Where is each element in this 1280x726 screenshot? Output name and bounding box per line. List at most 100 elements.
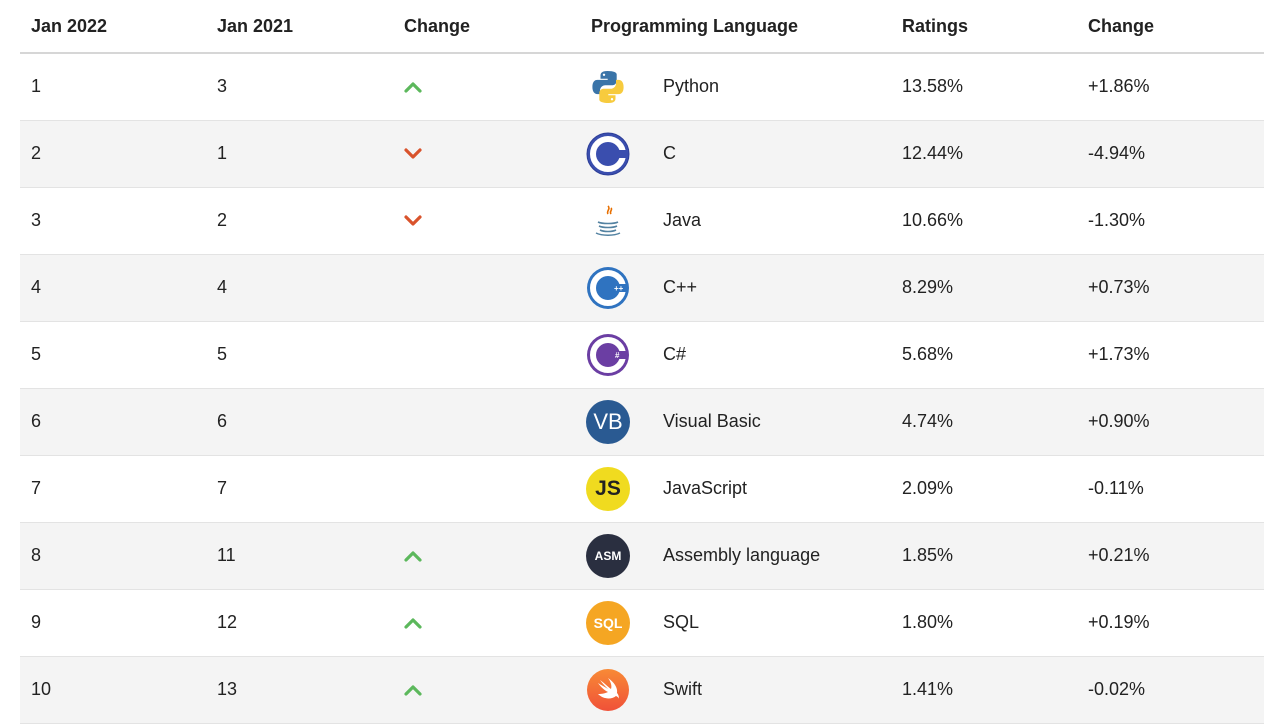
rank-2022-cell: 9 [20,589,206,657]
sql-logo-icon: SQL [586,600,630,645]
swift-logo-icon [586,668,630,712]
rank-2021-cell: 6 [206,388,393,456]
rank-2022-cell: 10 [20,656,206,724]
rating-change-cell: -4.94% [1077,120,1264,188]
table-row[interactable]: 3 2 Java 10.66% -1.30% [20,187,1264,255]
language-name[interactable]: Python [663,76,720,97]
rank-2021-cell: 7 [206,455,393,523]
table-header-row: Jan 2022 Jan 2021 Change Programming Lan… [20,0,1264,54]
rating-cell: 5.68% [891,321,1077,389]
rank-2021-cell: 2 [206,187,393,255]
logo-label: ASM [594,548,622,563]
rating-change-cell: +1.73% [1077,321,1264,389]
rank-2021-cell: 13 [206,656,393,724]
language-cell: JS JavaScript [580,455,891,523]
trend-down-icon [404,147,580,160]
language-cell: SQL SQL [580,589,891,657]
rating-change-cell: -0.02% [1077,656,1264,724]
table-row[interactable]: 2 1 C 12.44% -4.94% [20,120,1264,188]
svg-text:#: # [615,351,620,360]
column-header-language[interactable]: Programming Language [580,0,891,54]
rating-cell: 13.58% [891,53,1077,121]
language-cell: # C# [580,321,891,389]
trend-cell [393,455,580,523]
language-name[interactable]: C [663,143,676,163]
trend-cell [393,254,580,322]
trend-cell [393,656,580,724]
c-logo-icon [586,132,630,176]
column-header-change[interactable]: Change [393,0,580,54]
language-name[interactable]: Visual Basic [663,411,761,431]
language-name[interactable]: SQL [663,612,700,632]
trend-cell [393,187,580,255]
rank-2021-cell: 5 [206,321,393,389]
language-cell: Swift [580,656,891,724]
rank-2022-cell: 6 [20,388,206,456]
trend-up-icon [404,81,580,93]
table-row[interactable]: 4 4 ++ C++ 8.29% +0.73% [20,254,1264,322]
table-row[interactable]: 7 7 JS JavaScript 2.09% -0.11% [20,455,1264,523]
table-row[interactable]: 1 3 Python 13.58% +1.86% [20,53,1264,121]
rating-cell: 2.09% [891,455,1077,523]
rank-2021-cell: 4 [206,254,393,322]
rank-2022-cell: 8 [20,522,206,590]
language-cell: ASM Assembly language [580,522,891,590]
rating-change-cell: +0.73% [1077,254,1264,322]
trend-up-icon [404,550,580,562]
table-row[interactable]: 9 12 SQL SQL 1.80% +0.19% [20,589,1264,657]
language-cell: Python [580,53,891,121]
language-name[interactable]: C# [663,344,687,364]
trend-cell [393,388,580,456]
language-cell: Java [580,187,891,255]
language-name[interactable]: Assembly language [663,545,821,565]
rank-2021-cell: 11 [206,522,393,590]
column-header-jan-2021[interactable]: Jan 2021 [206,0,393,54]
java-logo-icon [586,199,630,243]
rating-cell: 8.29% [891,254,1077,322]
trend-cell [393,589,580,657]
rating-change-cell: +0.19% [1077,589,1264,657]
trend-cell [393,53,580,121]
table-row[interactable]: 5 5 # C# 5.68% +1.73% [20,321,1264,389]
rank-2022-cell: 2 [20,120,206,188]
rating-cell: 12.44% [891,120,1077,188]
rating-cell: 4.74% [891,388,1077,456]
rating-change-cell: -0.11% [1077,455,1264,523]
column-header-ratings[interactable]: Ratings [891,0,1077,54]
rating-cell: 1.85% [891,522,1077,590]
rank-2022-cell: 4 [20,254,206,322]
trend-cell [393,522,580,590]
cpp-logo-icon: ++ [586,266,630,310]
column-header-jan-2022[interactable]: Jan 2022 [20,0,206,54]
rating-change-cell: +1.86% [1077,53,1264,121]
python-logo-icon [586,65,630,109]
language-cell: C [580,120,891,188]
rating-change-cell: +0.21% [1077,522,1264,590]
visual-basic-logo-icon: VB [586,399,630,444]
trend-down-icon [404,214,580,227]
rating-cell: 1.80% [891,589,1077,657]
trend-cell [393,120,580,188]
trend-cell [393,321,580,389]
language-cell: ++ C++ [580,254,891,322]
rank-2021-cell: 1 [206,120,393,188]
rating-change-cell: +0.90% [1077,388,1264,456]
rank-2022-cell: 7 [20,455,206,523]
language-name[interactable]: Swift [663,679,703,699]
table-row[interactable]: 8 11 ASM Assembly language 1.85% +0.21% [20,522,1264,590]
rating-change-cell: -1.30% [1077,187,1264,255]
logo-label: SQL [593,614,623,631]
table-row[interactable]: 10 13 Swift 1.41% -0.02% [20,656,1264,724]
logo-label: VB [593,408,623,434]
column-header-rating-change[interactable]: Change [1077,0,1264,54]
assembly-logo-icon: ASM [586,533,630,578]
javascript-logo-icon: JS [586,466,630,511]
rank-2021-cell: 3 [206,53,393,121]
language-name[interactable]: C++ [663,277,698,297]
language-name[interactable]: JavaScript [663,478,748,498]
table-row[interactable]: 6 6 VB Visual Basic 4.74% +0.90% [20,388,1264,456]
rating-cell: 10.66% [891,187,1077,255]
language-name[interactable]: Java [663,210,702,230]
rank-2021-cell: 12 [206,589,393,657]
